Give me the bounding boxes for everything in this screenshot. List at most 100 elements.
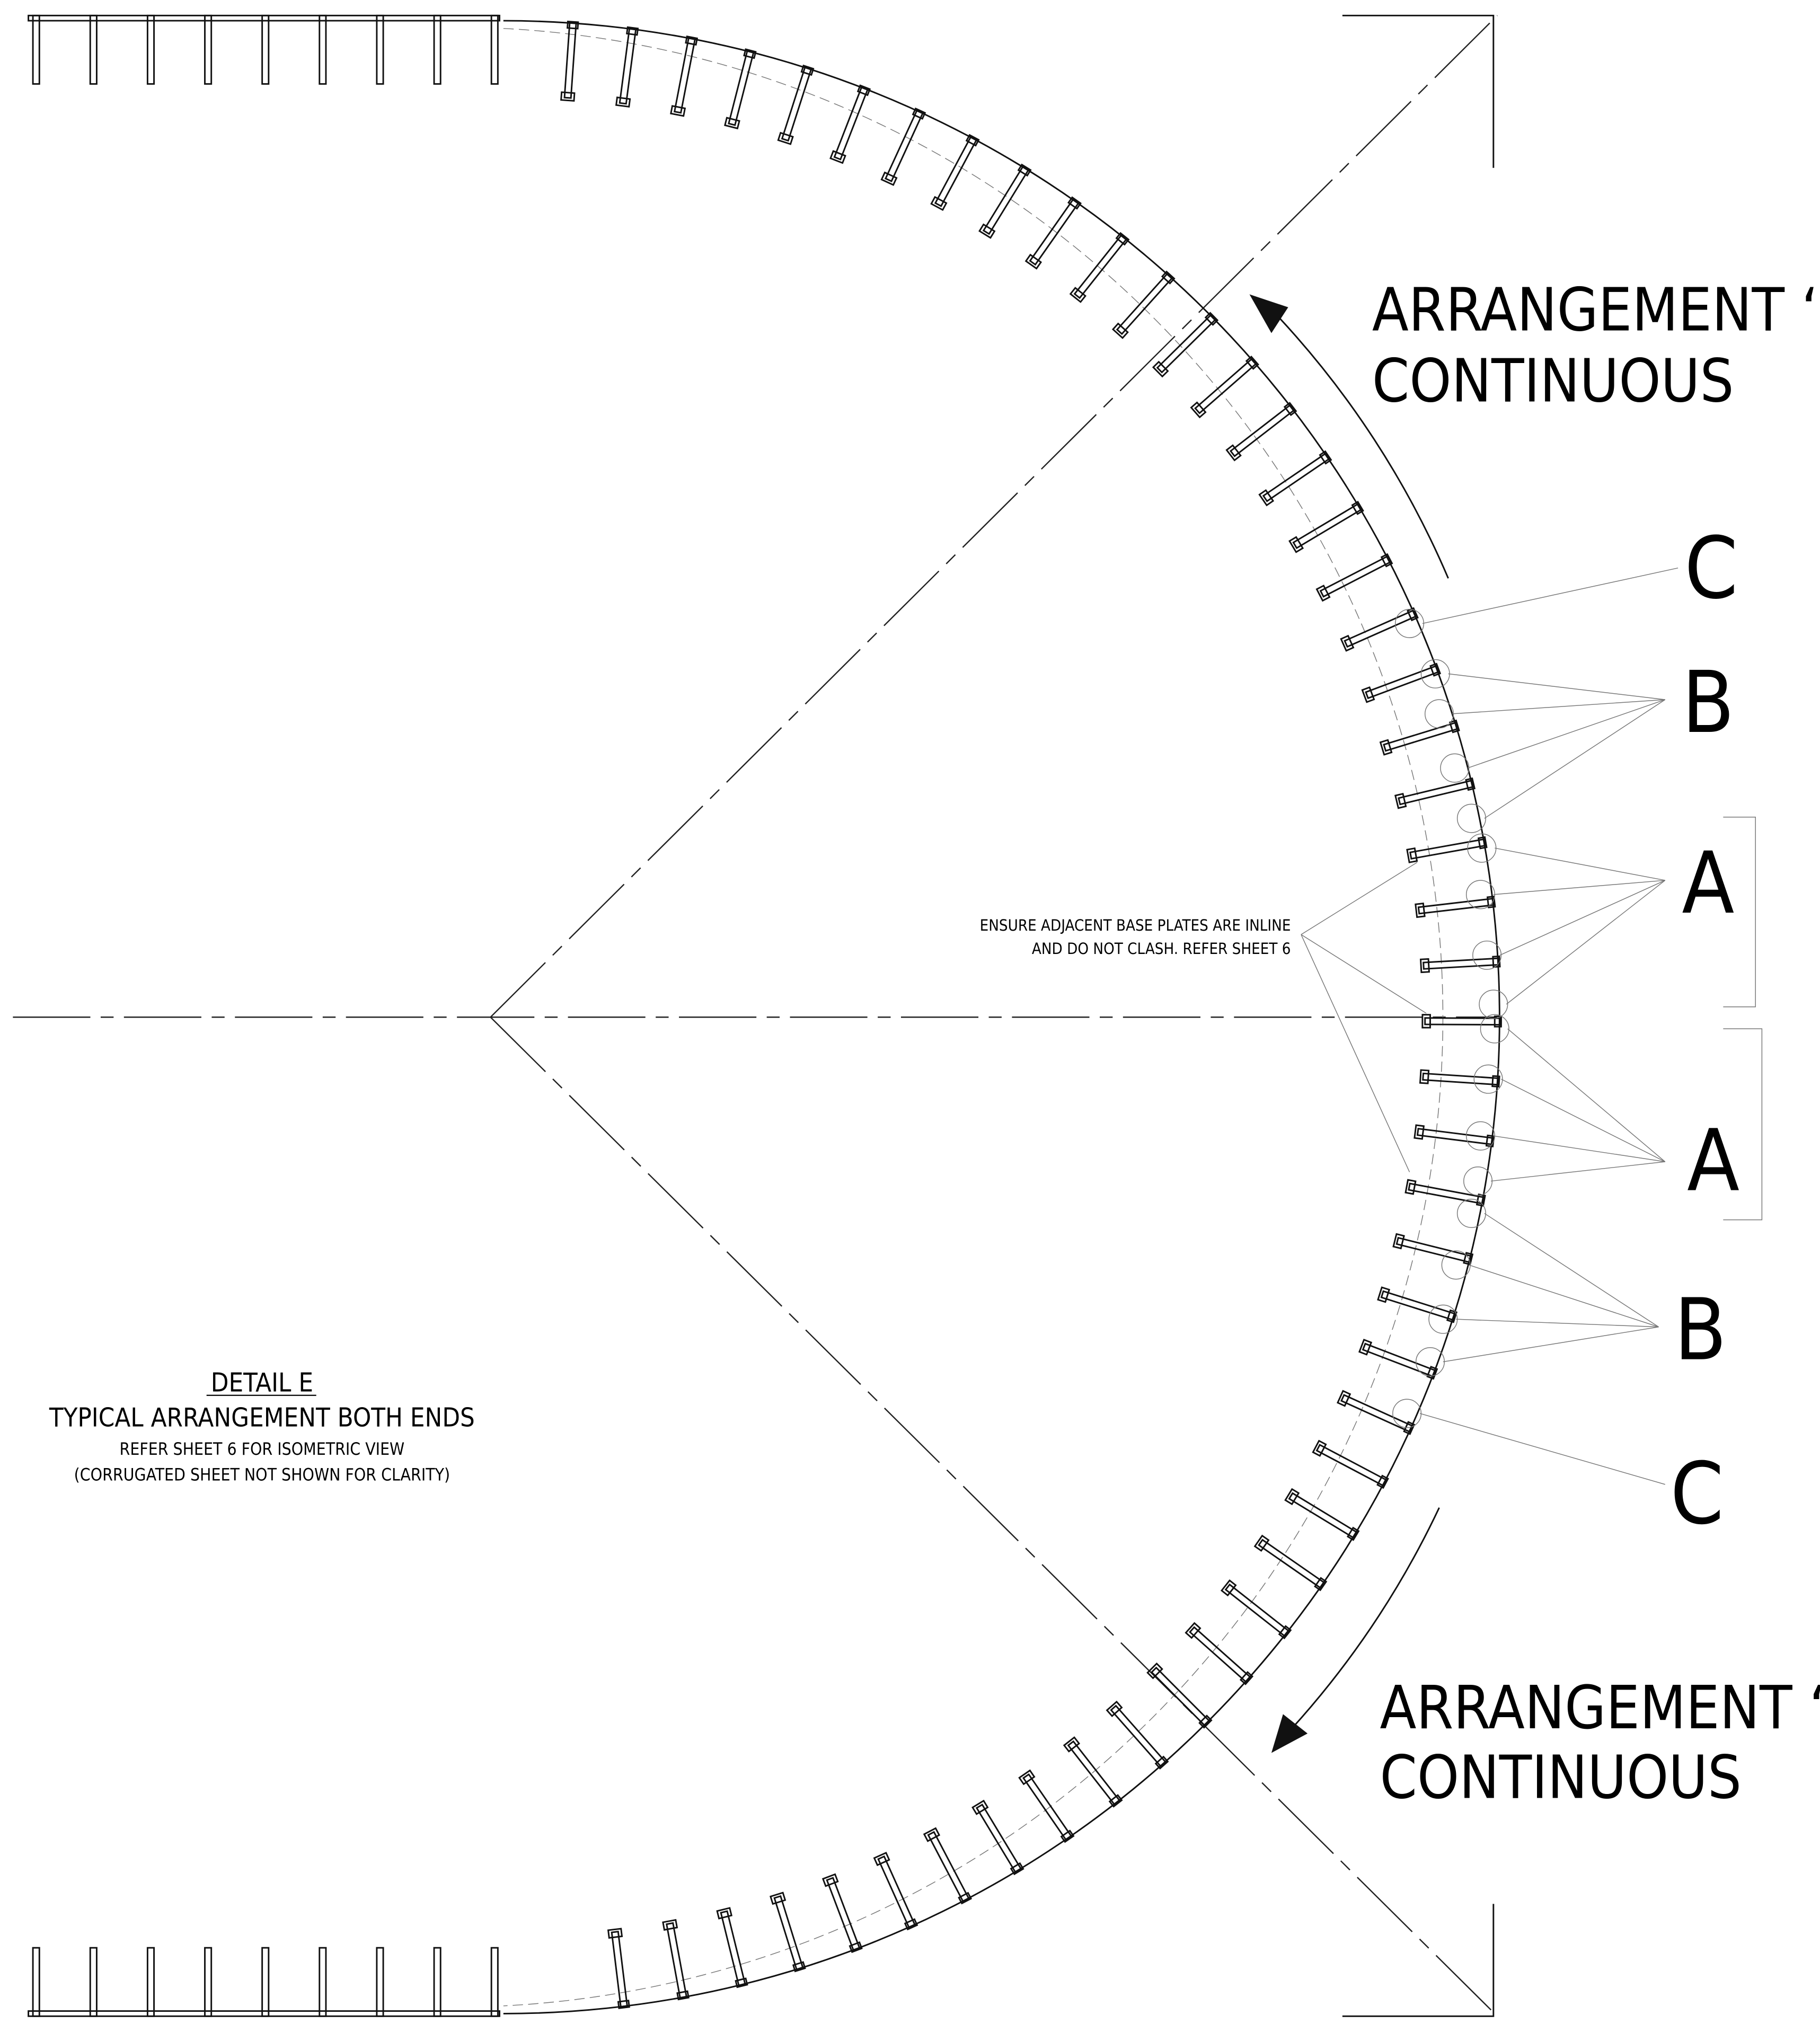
post xyxy=(1359,1340,1437,1380)
cleat xyxy=(1241,1672,1252,1684)
post-body xyxy=(1317,1445,1386,1486)
post xyxy=(616,27,639,107)
post-body xyxy=(1289,1493,1357,1537)
arrangement-title: ARRANGEMENT ‘C’ xyxy=(1380,1674,1820,1743)
post xyxy=(831,85,871,163)
post xyxy=(1407,836,1487,862)
post xyxy=(1071,232,1130,302)
post xyxy=(262,1948,269,2016)
post-body xyxy=(984,167,1028,234)
post-body xyxy=(878,1857,915,1928)
base-plate xyxy=(1071,288,1085,302)
post-body xyxy=(1293,504,1361,548)
post xyxy=(320,1948,326,2016)
post-body xyxy=(1030,200,1078,265)
post xyxy=(1393,1234,1473,1266)
base-plate xyxy=(663,1920,677,1930)
base-plate xyxy=(1289,537,1303,552)
post xyxy=(90,15,96,84)
post xyxy=(1381,719,1460,755)
leader xyxy=(1506,880,1665,1004)
post-body xyxy=(928,1832,968,1902)
post xyxy=(778,65,815,144)
base-plate xyxy=(973,1801,987,1814)
callout-label: C xyxy=(1670,1444,1724,1543)
cleat xyxy=(1247,357,1258,369)
post xyxy=(434,15,440,84)
post xyxy=(1285,1489,1359,1541)
base-plate xyxy=(671,106,685,116)
post-body xyxy=(1418,898,1494,913)
detail-circle xyxy=(1466,880,1495,909)
post xyxy=(1362,662,1441,702)
post xyxy=(147,15,154,84)
base-plate xyxy=(1415,1125,1424,1139)
post xyxy=(874,1853,918,1930)
base-plate xyxy=(1222,1580,1236,1595)
post-body xyxy=(667,1923,686,1998)
post-body xyxy=(1075,235,1126,298)
post xyxy=(931,135,980,210)
leader xyxy=(1485,700,1665,818)
post xyxy=(717,1908,748,1987)
post xyxy=(1406,1180,1486,1207)
base-plate xyxy=(1420,1070,1428,1083)
detail-caption: (CORRUGATED SHEET NOT SHOWN FOR CLARITY) xyxy=(74,1466,450,1485)
post xyxy=(924,1828,973,1904)
base-plate xyxy=(1285,1489,1298,1504)
post-body xyxy=(827,1878,859,1950)
page: CBAABCENSURE ADJACENT BASE PLATES ARE IN… xyxy=(0,0,1820,2024)
leader xyxy=(1469,1265,1659,1327)
leader xyxy=(1301,862,1417,934)
base-plate xyxy=(1191,402,1206,417)
cleat xyxy=(1162,272,1174,284)
detail-caption: REFER SHEET 6 FOR ISOMETRIC VIEW xyxy=(120,1440,405,1459)
base-plate xyxy=(1416,904,1425,917)
callout-label: C xyxy=(1684,519,1738,618)
post xyxy=(377,1948,383,2016)
post xyxy=(1147,1664,1212,1728)
post-body xyxy=(1410,839,1485,859)
leader xyxy=(1423,568,1678,624)
post xyxy=(1019,1771,1074,1843)
post-body xyxy=(1417,1129,1492,1145)
post-body xyxy=(977,1805,1021,1872)
post-body xyxy=(675,38,695,113)
post xyxy=(1338,1391,1415,1435)
detail-circle xyxy=(1479,990,1508,1019)
post-body xyxy=(1023,1774,1071,1840)
cleat xyxy=(1117,233,1129,245)
post xyxy=(979,164,1032,237)
post-body xyxy=(1195,359,1256,413)
leader xyxy=(1485,1213,1659,1327)
leader xyxy=(1452,700,1665,714)
post xyxy=(663,1920,690,2000)
callout-label: B xyxy=(1674,1280,1727,1380)
base-plate xyxy=(1107,1702,1122,1716)
post xyxy=(320,15,326,84)
post-body xyxy=(1366,666,1438,699)
post xyxy=(881,108,926,185)
post xyxy=(1222,1580,1292,1639)
base-plate xyxy=(1395,794,1406,808)
detail-caption: DETAIL E xyxy=(211,1368,313,1398)
post-body xyxy=(1381,1291,1454,1320)
post xyxy=(434,1948,440,2016)
post xyxy=(90,1948,96,2016)
callout-label: A xyxy=(1687,1111,1739,1210)
base-plate xyxy=(1113,324,1128,338)
detail-circle xyxy=(1416,1348,1445,1376)
post xyxy=(1026,197,1082,269)
note-line: AND DO NOT CLASH. REFER SHEET 6 xyxy=(1032,940,1291,958)
base-plate xyxy=(561,92,575,101)
detail-caption: TYPICAL ARRANGEMENT BOTH ENDS xyxy=(49,1403,475,1433)
post-body xyxy=(886,111,923,181)
cleat xyxy=(1285,403,1296,415)
base-plate xyxy=(616,98,630,107)
leader xyxy=(1448,674,1665,700)
post xyxy=(1415,1125,1494,1148)
post-body xyxy=(729,51,754,125)
post-body xyxy=(1158,315,1215,373)
post-body xyxy=(1345,611,1416,647)
post xyxy=(1289,501,1364,552)
